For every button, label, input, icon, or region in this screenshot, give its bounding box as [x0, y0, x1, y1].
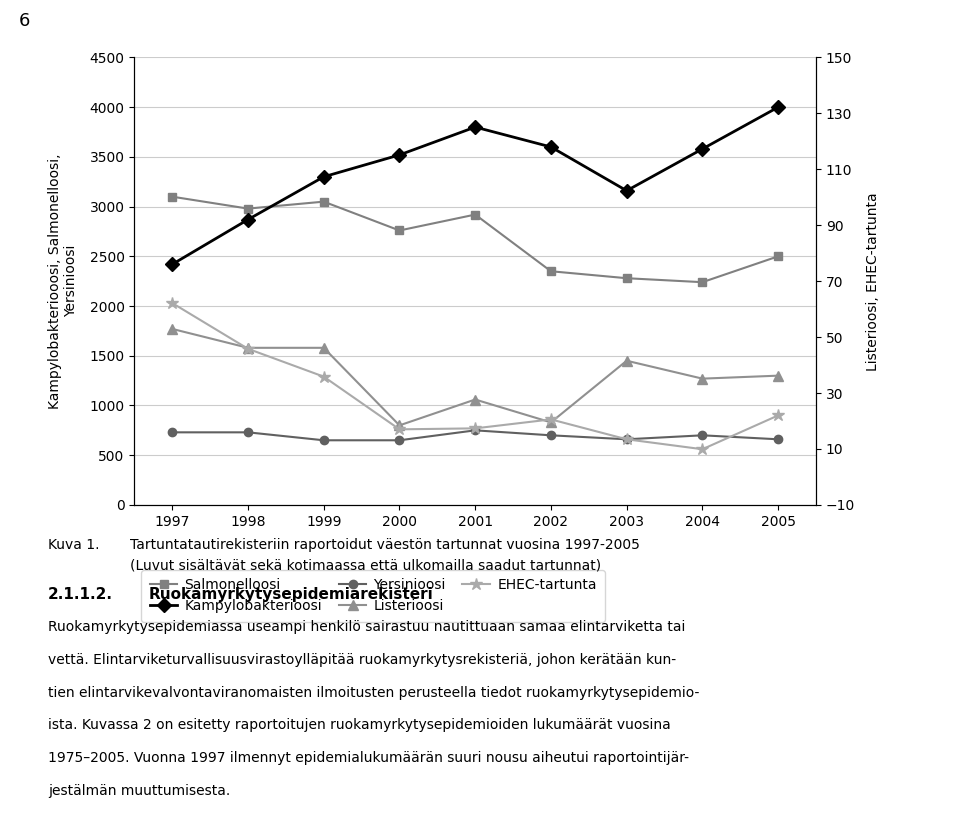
- Salmonelloosi: [697, 277, 708, 287]
- Kampylobakterioosi: [697, 144, 708, 154]
- Kampylobakterioosi: [469, 122, 481, 132]
- Yersinioosi: [166, 428, 178, 438]
- Yersinioosi: [242, 428, 253, 438]
- Listerioosi: [697, 374, 708, 383]
- Y-axis label: Listerioosi, EHEC-tartunta: Listerioosi, EHEC-tartunta: [866, 192, 880, 370]
- EHEC-tartunta: [318, 372, 329, 382]
- Text: Ruokamyrkytysepidemiarekisteri: Ruokamyrkytysepidemiarekisteri: [149, 587, 434, 602]
- Salmonelloosi: [621, 273, 633, 283]
- Text: 1975–2005. Vuonna 1997 ilmennyt epidemialukumäärän suuri nousu aiheutui raportoi: 1975–2005. Vuonna 1997 ilmennyt epidemia…: [48, 751, 689, 765]
- Kampylobakterioosi: [318, 172, 329, 181]
- Legend: Salmonelloosi, Kampylobakterioosi, Yersinioosi, Listerioosi, EHEC-tartunta: Salmonelloosi, Kampylobakterioosi, Yersi…: [141, 570, 605, 621]
- Kampylobakterioosi: [166, 259, 178, 269]
- EHEC-tartunta: [394, 424, 405, 434]
- Listerioosi: [773, 371, 784, 381]
- EHEC-tartunta: [469, 424, 481, 433]
- EHEC-tartunta: [166, 298, 178, 308]
- Yersinioosi: [545, 430, 557, 440]
- Listerioosi: [394, 420, 405, 430]
- Y-axis label: Kampylobakteriooosi, Salmonelloosi,
Yersinioosi: Kampylobakteriooosi, Salmonelloosi, Yers…: [48, 154, 79, 409]
- Line: Salmonelloosi: Salmonelloosi: [168, 192, 782, 287]
- Listerioosi: [318, 343, 329, 353]
- Kampylobakterioosi: [773, 103, 784, 112]
- Listerioosi: [545, 417, 557, 427]
- Salmonelloosi: [318, 197, 329, 207]
- Text: ista. Kuvassa 2 on esitetty raportoitujen ruokamyrkytysepidemioiden lukumäärät v: ista. Kuvassa 2 on esitetty raportoituje…: [48, 718, 671, 732]
- Text: 6: 6: [19, 12, 31, 30]
- Text: jestälmän muuttumisesta.: jestälmän muuttumisesta.: [48, 784, 230, 798]
- Salmonelloosi: [242, 204, 253, 213]
- Line: Yersinioosi: Yersinioosi: [168, 426, 782, 444]
- Text: Tartuntatautirekisteriin raportoidut väestön tartunnat vuosina 1997-2005: Tartuntatautirekisteriin raportoidut väe…: [130, 538, 639, 552]
- Salmonelloosi: [166, 192, 178, 202]
- Yersinioosi: [469, 425, 481, 435]
- Yersinioosi: [621, 434, 633, 444]
- Line: Listerioosi: Listerioosi: [167, 324, 783, 430]
- Salmonelloosi: [394, 226, 405, 236]
- EHEC-tartunta: [621, 434, 633, 444]
- EHEC-tartunta: [545, 415, 557, 424]
- Line: EHEC-tartunta: EHEC-tartunta: [166, 297, 784, 456]
- Listerioosi: [166, 324, 178, 334]
- Yersinioosi: [773, 434, 784, 444]
- EHEC-tartunta: [697, 444, 708, 454]
- Listerioosi: [242, 343, 253, 353]
- Text: Kuva 1.: Kuva 1.: [48, 538, 100, 552]
- Text: (Luvut sisältävät sekä kotimaassa että ulkomailla saadut tartunnat): (Luvut sisältävät sekä kotimaassa että u…: [130, 558, 601, 572]
- Kampylobakterioosi: [621, 186, 633, 195]
- Yersinioosi: [394, 435, 405, 445]
- Kampylobakterioosi: [545, 142, 557, 152]
- Listerioosi: [621, 355, 633, 365]
- Text: Ruokamyrkytysepidemiassa useampi henkilö sairastuu nautittuaan samaa elintarvike: Ruokamyrkytysepidemiassa useampi henkilö…: [48, 620, 685, 634]
- Yersinioosi: [318, 435, 329, 445]
- Kampylobakterioosi: [394, 150, 405, 160]
- Yersinioosi: [697, 430, 708, 440]
- Text: vettä. Elintarviketurvallisuusvirastoylläpitää ruokamyrkytysrekisteriä, johon ke: vettä. Elintarviketurvallisuusvirastoyll…: [48, 653, 676, 667]
- Text: 2.1.1.2.: 2.1.1.2.: [48, 587, 113, 602]
- Salmonelloosi: [545, 266, 557, 276]
- Kampylobakterioosi: [242, 214, 253, 224]
- Text: tien elintarvikevalvontaviranomaisten ilmoitusten perusteella tiedot ruokamyrkyt: tien elintarvikevalvontaviranomaisten il…: [48, 686, 700, 699]
- Salmonelloosi: [469, 209, 481, 219]
- EHEC-tartunta: [242, 344, 253, 354]
- Line: Kampylobakterioosi: Kampylobakterioosi: [167, 103, 783, 269]
- EHEC-tartunta: [773, 410, 784, 420]
- Salmonelloosi: [773, 251, 784, 261]
- Listerioosi: [469, 395, 481, 405]
